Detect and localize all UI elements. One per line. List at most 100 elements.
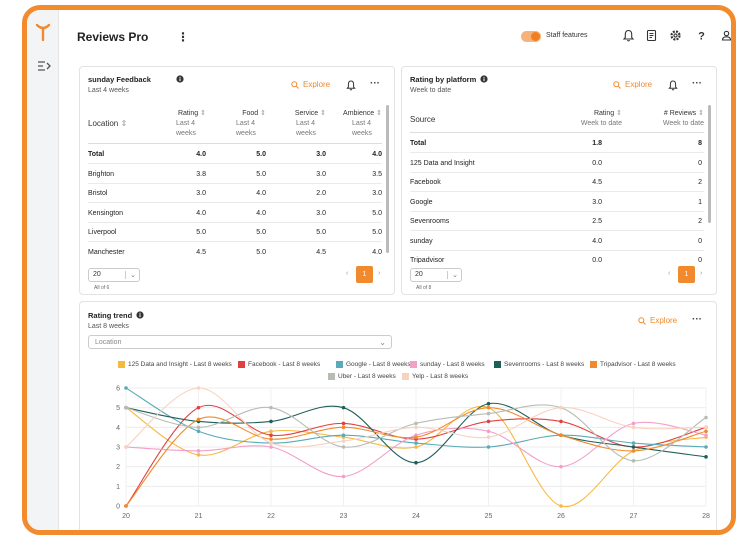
location-select[interactable]: Location ⌄: [88, 335, 392, 349]
data-point[interactable]: [704, 425, 708, 430]
data-point[interactable]: [559, 464, 563, 469]
column-header-rating[interactable]: Rating ⇕ Week to date: [580, 110, 622, 127]
legend-item[interactable]: 125 Data and Insight - Last 8 weeks: [118, 361, 232, 368]
data-point[interactable]: [341, 421, 346, 426]
prev-page-button[interactable]: ‹: [668, 270, 671, 277]
data-point[interactable]: [559, 405, 563, 410]
notifications-bell-icon[interactable]: [622, 29, 635, 42]
vertical-scrollbar[interactable]: [708, 105, 711, 223]
data-point[interactable]: [341, 445, 346, 449]
data-point[interactable]: [631, 421, 636, 426]
data-point[interactable]: [414, 460, 418, 465]
explore-button[interactable]: Explore: [613, 80, 652, 89]
data-point[interactable]: [704, 433, 708, 437]
data-point[interactable]: [196, 405, 201, 410]
current-page-button[interactable]: 1: [678, 266, 695, 283]
data-point[interactable]: [269, 437, 273, 441]
data-point[interactable]: [269, 433, 273, 437]
expand-sidebar-icon[interactable]: [37, 60, 51, 72]
data-point[interactable]: [341, 433, 346, 437]
legend-item[interactable]: Facebook - Last 8 weeks: [238, 361, 320, 368]
legend-item[interactable]: Sevenrooms - Last 8 weeks: [494, 361, 584, 368]
data-point[interactable]: [196, 453, 201, 457]
explore-button[interactable]: Explore: [638, 316, 677, 325]
app-menu-kebab-icon[interactable]: ⋮: [177, 30, 189, 44]
info-icon[interactable]: [480, 75, 488, 83]
data-point[interactable]: [124, 386, 128, 390]
data-point[interactable]: [269, 419, 273, 424]
data-point[interactable]: [559, 433, 563, 437]
data-point[interactable]: [631, 425, 636, 430]
data-point[interactable]: [196, 386, 201, 390]
data-point[interactable]: [124, 504, 128, 508]
legend-item[interactable]: sunday - Last 8 weeks: [410, 361, 485, 368]
data-point[interactable]: [414, 421, 418, 426]
column-header-reviews[interactable]: # Reviews ⇕ Week to date: [662, 110, 704, 127]
data-point[interactable]: [269, 429, 273, 434]
current-page-button[interactable]: 1: [356, 266, 373, 283]
data-point[interactable]: [486, 411, 491, 416]
column-header-source[interactable]: Source: [410, 115, 436, 124]
data-point[interactable]: [704, 415, 708, 420]
data-point[interactable]: [486, 419, 491, 424]
data-point[interactable]: [196, 425, 201, 430]
data-point[interactable]: [704, 445, 708, 449]
data-point[interactable]: [486, 445, 491, 449]
info-icon[interactable]: [136, 311, 144, 319]
more-options-icon[interactable]: ···: [370, 78, 380, 89]
more-options-icon[interactable]: ···: [692, 78, 702, 89]
data-point[interactable]: [196, 449, 201, 453]
data-point[interactable]: [341, 405, 346, 410]
data-point[interactable]: [269, 405, 273, 410]
vertical-scrollbar[interactable]: [386, 105, 389, 253]
data-point[interactable]: [486, 405, 491, 410]
alert-bell-icon[interactable]: [346, 80, 356, 91]
column-header-ambience[interactable]: Ambience ⇕ Last 4 weeks: [343, 110, 382, 137]
column-header-food[interactable]: Food ⇕ Last 4 weeks: [236, 110, 266, 137]
data-point[interactable]: [124, 445, 128, 449]
staff-features-toggle[interactable]: [521, 31, 541, 42]
data-point[interactable]: [269, 441, 273, 445]
data-point[interactable]: [414, 435, 418, 439]
data-point[interactable]: [631, 445, 636, 449]
data-point[interactable]: [631, 449, 636, 453]
data-point[interactable]: [486, 401, 491, 406]
prev-page-button[interactable]: ‹: [346, 270, 349, 277]
data-point[interactable]: [486, 435, 491, 439]
data-point[interactable]: [196, 417, 201, 422]
data-point[interactable]: [704, 429, 708, 434]
data-point[interactable]: [341, 474, 346, 479]
data-point[interactable]: [414, 445, 418, 449]
document-icon[interactable]: [645, 29, 658, 42]
explore-button[interactable]: Explore: [291, 80, 330, 89]
data-point[interactable]: [341, 439, 346, 443]
data-point[interactable]: [414, 441, 418, 445]
page-size-select[interactable]: 20 ⌄: [88, 268, 140, 282]
page-size-select[interactable]: 20 ⌄: [410, 268, 462, 282]
data-point[interactable]: [631, 441, 636, 445]
info-icon[interactable]: [176, 75, 184, 83]
data-point[interactable]: [269, 445, 273, 449]
legend-item[interactable]: Tripadvisor - Last 8 weeks: [590, 361, 676, 368]
data-point[interactable]: [559, 504, 563, 508]
column-header-service[interactable]: Service ⇕ Last 4 weeks: [294, 110, 326, 137]
user-profile-icon[interactable]: [720, 29, 733, 42]
data-point[interactable]: [414, 425, 418, 430]
data-point[interactable]: [124, 405, 128, 410]
data-point[interactable]: [704, 455, 708, 459]
brand-logo-icon[interactable]: [35, 22, 51, 42]
data-point[interactable]: [559, 419, 563, 424]
legend-item[interactable]: Google - Last 8 weeks: [336, 361, 411, 368]
column-header-rating[interactable]: Rating ⇕ Last 4 weeks: [176, 110, 206, 137]
legend-item[interactable]: Uber - Last 8 weeks: [328, 373, 396, 380]
data-point[interactable]: [631, 458, 636, 463]
next-page-button[interactable]: ›: [378, 270, 381, 277]
column-header-location[interactable]: Location ⇕: [88, 119, 128, 128]
more-options-icon[interactable]: ···: [692, 314, 702, 325]
next-page-button[interactable]: ›: [700, 270, 703, 277]
settings-gear-icon[interactable]: [669, 29, 682, 42]
legend-item[interactable]: Yelp - Last 8 weeks: [402, 373, 468, 380]
data-point[interactable]: [341, 425, 346, 430]
help-icon[interactable]: ?: [695, 29, 708, 43]
alert-bell-icon[interactable]: [668, 80, 678, 91]
